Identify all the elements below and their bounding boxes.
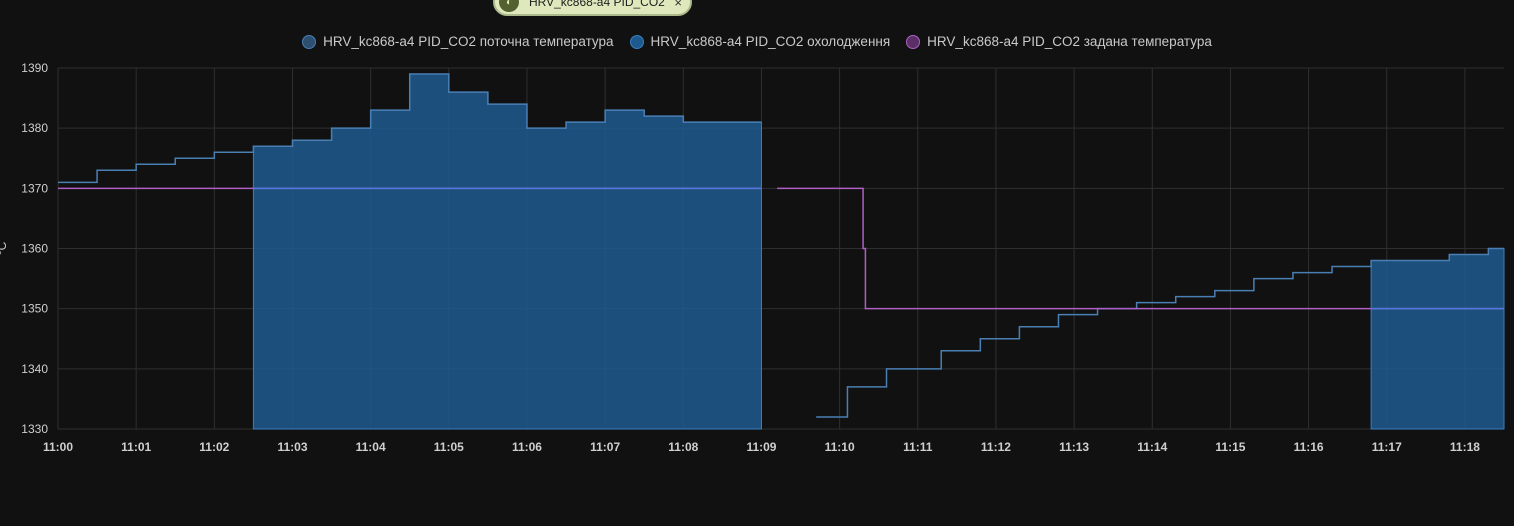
x-tick-label: 11:12	[981, 440, 1011, 454]
x-tick-label: 11:05	[434, 440, 464, 454]
entity-chip[interactable]: ◐ HRV_kc868-a4 PID_CO2 ×	[493, 0, 692, 16]
legend-label-current: HRV_kc868-a4 PID_CO2 поточна температура	[323, 34, 614, 49]
y-axis-unit: °C	[0, 241, 9, 255]
x-axis: 11:00 11:01 11:02 11:03 11:04 11:05 11:06 11:07…	[43, 440, 1480, 454]
x-tick-label: 11:13	[1059, 440, 1089, 454]
legend-item-setpoint[interactable]: HRV_kc868-a4 PID_CO2 задана температура	[906, 34, 1212, 49]
x-tick-label: 11:02	[199, 440, 229, 454]
y-tick-label: 1350	[21, 302, 48, 316]
y-tick-label: 1380	[21, 121, 48, 135]
setpoint-temperature-line	[777, 187, 1504, 310]
thermostat-icon: ◐	[499, 0, 519, 12]
current-temperature-line	[816, 247, 1504, 418]
entity-chip-label: HRV_kc868-a4 PID_CO2	[529, 0, 665, 9]
cooling-area	[252, 73, 1505, 430]
close-icon[interactable]: ×	[674, 0, 682, 10]
legend-label-setpoint: HRV_kc868-a4 PID_CO2 задана температура	[927, 34, 1212, 49]
y-tick-label: 1360	[21, 242, 48, 256]
x-tick-label: 11:17	[1372, 440, 1402, 454]
legend-swatch-cooling	[629, 34, 644, 49]
x-tick-label: 11:15	[1215, 440, 1245, 454]
legend-item-current-temperature[interactable]: HRV_kc868-a4 PID_CO2 поточна температура	[302, 34, 614, 49]
y-axis: 1330 1340 1350 1360 1370 1380 1390 °C	[0, 61, 48, 436]
x-tick-label: 11:06	[512, 440, 542, 454]
x-tick-label: 11:10	[825, 440, 855, 454]
y-tick-label: 1330	[21, 422, 48, 436]
chart-legend: HRV_kc868-a4 PID_CO2 поточна температура…	[0, 34, 1514, 49]
grid	[57, 67, 1504, 430]
legend-label-cooling: HRV_kc868-a4 PID_CO2 охолодження	[650, 34, 891, 49]
x-tick-label: 11:14	[1137, 440, 1167, 454]
legend-item-cooling[interactable]: HRV_kc868-a4 PID_CO2 охолодження	[629, 34, 891, 49]
x-tick-label: 11:04	[356, 440, 386, 454]
x-tick-label: 11:09	[746, 440, 776, 454]
x-tick-label: 11:03	[277, 440, 307, 454]
x-tick-label: 11:16	[1294, 440, 1324, 454]
x-tick-label: 11:01	[121, 440, 151, 454]
current-temperature-line	[58, 73, 762, 184]
x-tick-label: 11:11	[903, 440, 933, 454]
series-lines	[58, 73, 1504, 418]
x-tick-label: 11:08	[668, 440, 698, 454]
y-tick-label: 1370	[21, 181, 48, 195]
cooling-area-region	[252, 73, 762, 430]
x-tick-label: 11:00	[43, 440, 73, 454]
legend-swatch-current	[302, 34, 317, 49]
x-tick-label: 11:18	[1450, 440, 1480, 454]
y-tick-label: 1390	[21, 61, 48, 75]
cooling-area-region	[1370, 248, 1505, 430]
legend-swatch-setpoint	[906, 34, 921, 49]
y-tick-label: 1340	[21, 362, 48, 376]
x-tick-label: 11:07	[590, 440, 620, 454]
